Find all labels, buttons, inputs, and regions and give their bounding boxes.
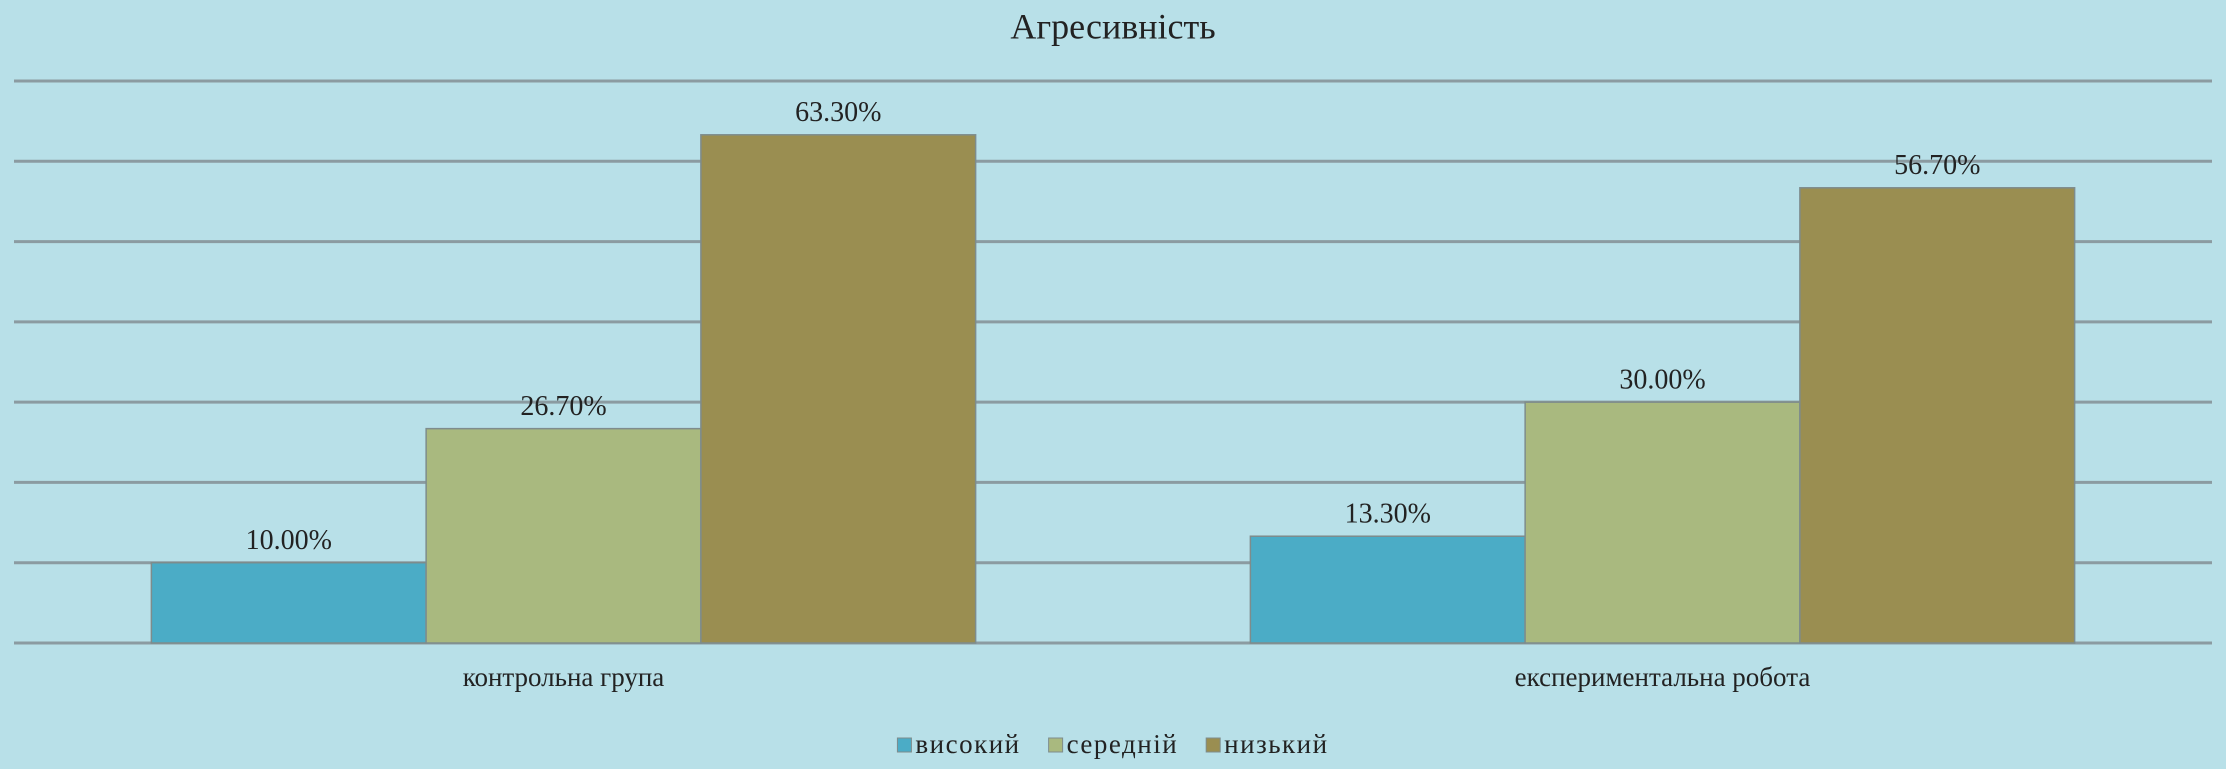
data-label: 30.00% [1619, 365, 1705, 396]
data-label: 13.30% [1345, 499, 1431, 530]
bar [1249, 535, 1526, 644]
legend-label: середній [1067, 729, 1179, 759]
data-label: 56.70% [1894, 150, 1980, 181]
bar [1524, 401, 1801, 644]
chart-title: Агресивність [1010, 6, 1215, 46]
data-label: 63.30% [795, 97, 881, 128]
legend-label: низький [1224, 729, 1328, 759]
legend-swatch [1048, 737, 1064, 753]
data-label: 26.70% [520, 391, 606, 422]
legend-swatch [1205, 737, 1221, 753]
bar [150, 561, 427, 644]
bar [700, 134, 977, 644]
bar [1799, 187, 2076, 644]
x-tick-label: експериментальна робота [1515, 662, 1811, 692]
legend-label: високий [915, 729, 1020, 759]
bar [425, 427, 702, 644]
legend-swatch [896, 737, 912, 753]
data-label: 10.00% [246, 525, 332, 556]
x-tick-label: контрольна група [463, 662, 665, 692]
